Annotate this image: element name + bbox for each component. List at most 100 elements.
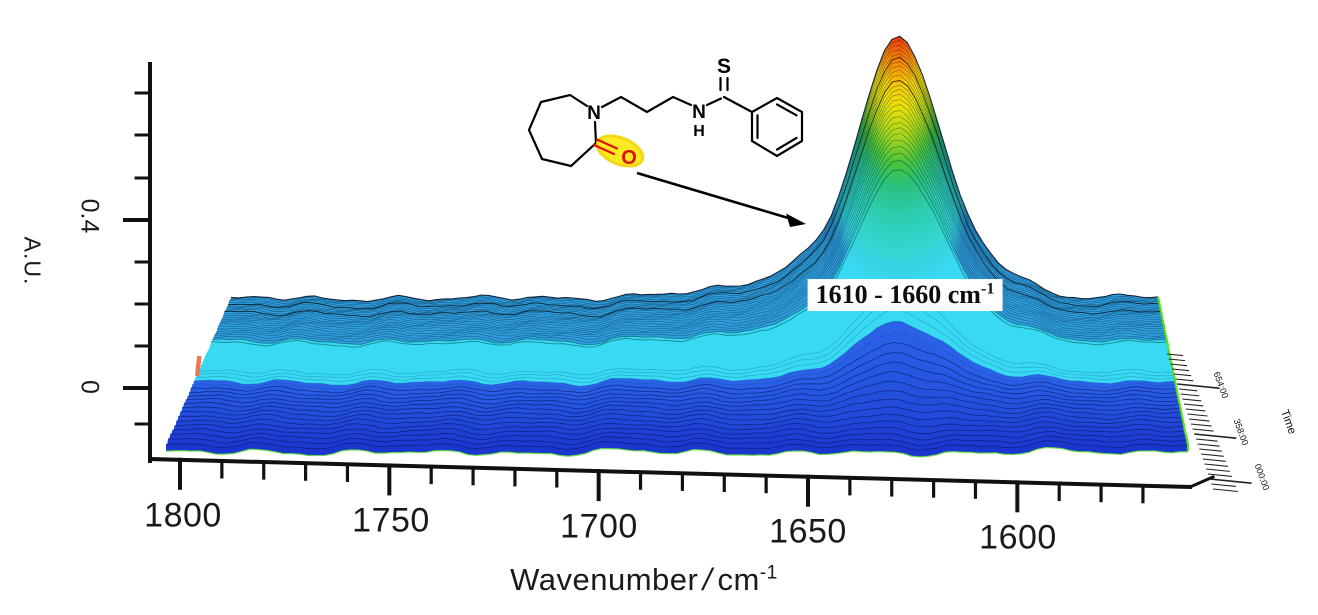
annotation-arrow (636, 171, 806, 227)
spectrum-row-fill (195, 298, 1175, 389)
time-minor-tick (1168, 358, 1186, 362)
spectrum-row-line (217, 127, 1165, 334)
spectrum-row-fill (197, 286, 1174, 385)
spectrum-row-line (214, 146, 1166, 340)
time-minor-tick (1192, 428, 1214, 432)
time-minor-tick (1172, 368, 1190, 372)
atom-label-amide-nitrogen: N (692, 102, 706, 123)
spectrum-row-fill (192, 321, 1176, 396)
spectrum-row-fill (230, 36, 1159, 310)
time-minor-tick (1207, 473, 1232, 477)
spectrum-row-line (193, 320, 1176, 387)
x-tick-1650: 1650 (769, 512, 847, 551)
spectrum-row-line (190, 341, 1177, 394)
spectrum-row-line (223, 84, 1162, 320)
time-minor-tick (1201, 453, 1224, 457)
spectrum-row-fill (202, 240, 1172, 373)
spectrum-row-line (192, 331, 1176, 390)
x-tick-1600: 1600 (979, 518, 1057, 557)
x-tick-1800: 1800 (144, 496, 222, 535)
time-minor-tick (1202, 458, 1226, 462)
spectrum-row-line (198, 286, 1174, 376)
spectrum-row-fill (187, 352, 1179, 406)
spectrum-row-line (228, 53, 1160, 309)
surface-bottom-edge (165, 446, 1188, 458)
spectrum-row-line (180, 398, 1182, 418)
c-phenyl-bond (722, 95, 754, 114)
spectrum-row-line (196, 297, 1174, 380)
axes (123, 62, 1252, 513)
time-minor-tick (1211, 483, 1237, 488)
spectrum-row-line (223, 88, 1162, 321)
spectrum-row-line (178, 406, 1183, 422)
time-minor-tick (1206, 468, 1230, 472)
spectrum-row-line (172, 426, 1186, 435)
spectrum-row-line (226, 65, 1161, 312)
time-minor-tick (1212, 488, 1239, 493)
arrow-line (636, 171, 796, 222)
atom-label-ring-nitrogen: N (587, 103, 601, 124)
spectrum-row-line (218, 116, 1164, 330)
y-tick-0: 0 (75, 380, 104, 394)
spectrum-row-line (170, 430, 1187, 441)
spectrum-row-line (185, 370, 1179, 405)
carbonyl-highlight-ellipse (595, 134, 645, 168)
spectrum-row-line (222, 93, 1163, 322)
time-minor-tick (1197, 443, 1220, 447)
spectrum-row-fill (228, 49, 1160, 314)
time-minor-tick (1190, 423, 1212, 427)
time-minor-tick (1199, 448, 1222, 452)
arrow-head (786, 213, 806, 227)
spectrum-row-line (225, 69, 1161, 314)
spectrum-row-line (189, 352, 1178, 397)
band-annotation-text: 1610 - 1660 cm (815, 280, 981, 310)
time-minor-tick (1185, 408, 1206, 412)
time-major-tick (1209, 478, 1252, 484)
spectrum-row-fill (166, 440, 1188, 457)
spectrum-row-line (230, 39, 1159, 304)
y-tick-0-4: 0.4 (75, 198, 104, 234)
time-minor-tick (1187, 413, 1208, 417)
phenyl-inner-double-bonds (756, 103, 798, 151)
time-minor-tick (1182, 398, 1202, 402)
spectrum-row-fill (229, 40, 1159, 311)
propyl-chain-bonds (600, 95, 693, 114)
x-axis-title-sup: -1 (759, 562, 778, 584)
time-minor-tick (1189, 418, 1210, 422)
time-major-tick (1194, 433, 1237, 439)
x-tick-1750: 1750 (352, 501, 430, 540)
spectrum-row-fill (205, 216, 1170, 367)
x-axis-title: Wavenumber/cm-1 (510, 562, 778, 598)
spectrum-row-line (212, 160, 1167, 346)
spectrum-row-line (220, 104, 1163, 326)
time-minor-tick (1175, 378, 1194, 382)
spectrum-row-fill (185, 361, 1179, 411)
spectrum-row-line (227, 56, 1160, 310)
time-minor-tick (1180, 393, 1200, 397)
x-axis-title-base: Wavenumber (510, 562, 699, 597)
spectrum-row-line (215, 139, 1166, 338)
spectrum-row-line (219, 110, 1164, 328)
carbonyl-double-bond (592, 138, 619, 156)
spectrum-row-line (211, 169, 1168, 348)
x-tick-1700: 1700 (560, 507, 638, 546)
time-minor-tick (1204, 463, 1228, 467)
spectrum-row-line (229, 49, 1159, 307)
time-minor-tick (1170, 363, 1188, 367)
time-minor-tick (1173, 373, 1192, 377)
x-axis-title-unit: cm (717, 562, 760, 597)
spectrum-row-line (229, 44, 1159, 305)
left-edge-red-sliver (194, 355, 202, 377)
spectrum-row-line (183, 380, 1180, 410)
spectrum-row-line (176, 413, 1184, 426)
y-axis-title: A.U. (19, 236, 46, 286)
thione-double-bond (719, 76, 729, 92)
molecule-structure: N N H S O (527, 55, 804, 169)
spectrum-row-fill (194, 310, 1176, 393)
x-axis-end-bend (1188, 475, 1215, 489)
spectrum-row-fill (190, 331, 1177, 399)
x-axis-title-separator: / (699, 562, 717, 597)
time-minor-tick (1166, 353, 1184, 357)
phenyl-ring (750, 96, 804, 158)
